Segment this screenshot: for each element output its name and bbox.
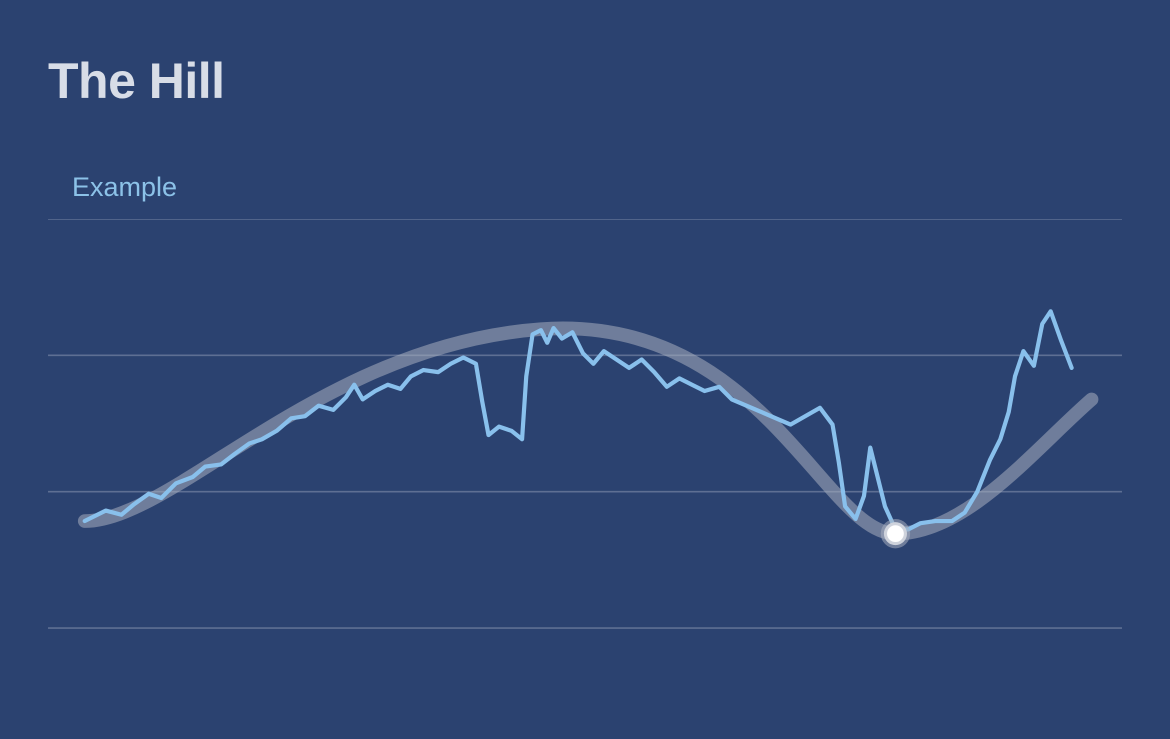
chart-data-line <box>85 311 1072 529</box>
chart-container <box>48 219 1122 670</box>
page-root: The Hill Example <box>0 0 1170 739</box>
chart-gridlines <box>48 219 1122 628</box>
chart-trend-markers <box>884 522 907 545</box>
hill-chart <box>48 219 1122 670</box>
tab-example[interactable]: Example <box>72 172 177 203</box>
tabs: Example <box>48 172 1122 203</box>
page-title: The Hill <box>48 52 1122 110</box>
